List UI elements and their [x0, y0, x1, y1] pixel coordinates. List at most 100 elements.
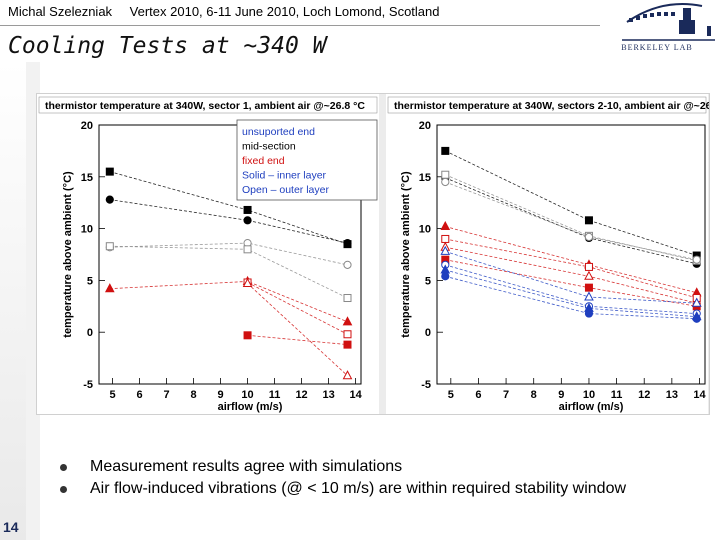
series-line [109, 199, 348, 244]
data-series-9 [440, 245, 702, 307]
page-number: 14 [3, 519, 19, 535]
bullet-dot-icon [60, 486, 67, 493]
x-tick-label: 14 [349, 389, 362, 401]
y-tick-label: -5 [421, 379, 431, 391]
y-tick-label: 20 [419, 120, 431, 132]
series-line [445, 264, 697, 314]
data-point [243, 331, 252, 340]
chart-legend: unsuported end mid-section fixed end Solid … [236, 119, 378, 201]
data-point [342, 370, 353, 380]
data-point [691, 297, 702, 307]
series-line [247, 282, 348, 335]
slide-title: Cooling Tests at ~340 W [8, 33, 327, 59]
charts-svg: thermistor temperature at 340W, sector 1… [37, 94, 709, 414]
y-tick-label: 5 [425, 275, 431, 287]
bullet-item: Measurement results agree with simulatio… [60, 456, 626, 478]
data-point [440, 220, 451, 231]
bullet-dot-icon [60, 464, 67, 471]
logo-text: BERKELEY LAB [621, 43, 693, 52]
series-line [445, 269, 697, 318]
x-tick-label: 8 [190, 389, 196, 401]
data-point [584, 309, 594, 318]
data-series-4 [441, 177, 701, 264]
event-name: Vertex 2010, 6-11 June 2010, Loch Lomond… [129, 4, 440, 19]
data-point [584, 216, 593, 225]
data-series-1 [441, 146, 701, 260]
plot-frame [436, 124, 706, 385]
bullet-list: Measurement results agree with simulatio… [60, 456, 626, 500]
y-tick-label: -5 [83, 379, 93, 391]
data-point [343, 260, 352, 269]
x-tick-label: 12 [638, 389, 650, 401]
header-divider [0, 25, 600, 26]
x-tick-label: 11 [269, 389, 281, 401]
data-point [584, 270, 594, 280]
legend-entry: fixed end [242, 155, 285, 167]
x-tick-label: 10 [583, 389, 595, 401]
y-tick-label: 5 [87, 275, 93, 287]
x-tick-label: 8 [531, 389, 537, 401]
series-line [445, 181, 697, 261]
chart-title-bar [387, 96, 707, 114]
data-series-12 [441, 272, 701, 323]
data-point [343, 239, 352, 248]
legend-entry: Open – outer layer [242, 184, 329, 196]
data-point [243, 245, 252, 254]
header-info: Michal Szelezniak Vertex 2010, 6-11 June… [8, 4, 454, 19]
bullet-text: Air flow-induced vibrations (@ < 10 m/s)… [90, 480, 627, 497]
series-line [445, 275, 697, 320]
data-series-8 [242, 277, 353, 380]
y-tick-label: 0 [87, 327, 93, 339]
chart-title: thermistor temperature at 340W, sectors … [394, 100, 709, 112]
y-tick-label: 0 [425, 327, 431, 339]
cooling-figure: thermistor temperature at 340W, sector 1… [36, 93, 710, 415]
data-point [440, 245, 451, 255]
y-tick-label: 10 [81, 224, 93, 236]
y-tick-label: 15 [81, 172, 93, 184]
data-point [243, 216, 252, 225]
lab-building-icon [622, 3, 715, 41]
y-axis-label: temperature above ambient (°C) [400, 171, 412, 338]
data-point [441, 272, 450, 281]
x-tick-label: 10 [241, 389, 253, 401]
data-point [692, 314, 701, 323]
bullet-item: Air flow-induced vibrations (@ < 10 m/s)… [60, 478, 626, 500]
data-point [692, 255, 701, 264]
x-tick-label: 6 [475, 389, 481, 401]
legend-entry: Solid – inner layer [242, 170, 327, 182]
data-series-2 [105, 195, 352, 248]
y-axis-label: temperature above ambient (°C) [62, 171, 74, 338]
x-tick-label: 7 [163, 389, 169, 401]
x-tick-label: 13 [666, 389, 678, 401]
data-series-4 [105, 242, 352, 303]
legend-entry: mid-section [242, 141, 296, 153]
x-tick-label: 14 [693, 389, 706, 401]
data-point [441, 170, 450, 179]
data-point [243, 205, 252, 214]
slide-header: Michal Szelezniak Vertex 2010, 6-11 June… [0, 0, 720, 60]
x-tick-label: 12 [295, 389, 307, 401]
x-tick-label: 13 [322, 389, 334, 401]
x-tick-label: 6 [136, 389, 142, 401]
series-line [247, 283, 348, 376]
chart-title-bar [38, 96, 378, 114]
data-point [342, 316, 353, 326]
x-tick-label: 11 [611, 389, 623, 401]
series-line [445, 226, 697, 294]
data-point [343, 340, 352, 349]
x-tick-label: 9 [558, 389, 564, 401]
y-tick-label: 15 [419, 172, 431, 184]
data-point [343, 294, 352, 303]
y-tick-label: 20 [81, 120, 93, 132]
x-axis-label: airflow (m/s) [559, 401, 624, 413]
data-point [105, 242, 114, 251]
x-axis-label: airflow (m/s) [218, 401, 283, 413]
x-tick-label: 5 [109, 389, 115, 401]
data-point [584, 232, 594, 241]
data-point [104, 283, 115, 293]
bullet-text: Measurement results agree with simulatio… [90, 458, 403, 475]
legend-box [236, 119, 378, 201]
author-name: Michal Szelezniak [8, 4, 113, 19]
series-line [109, 171, 348, 245]
data-point [242, 277, 253, 288]
